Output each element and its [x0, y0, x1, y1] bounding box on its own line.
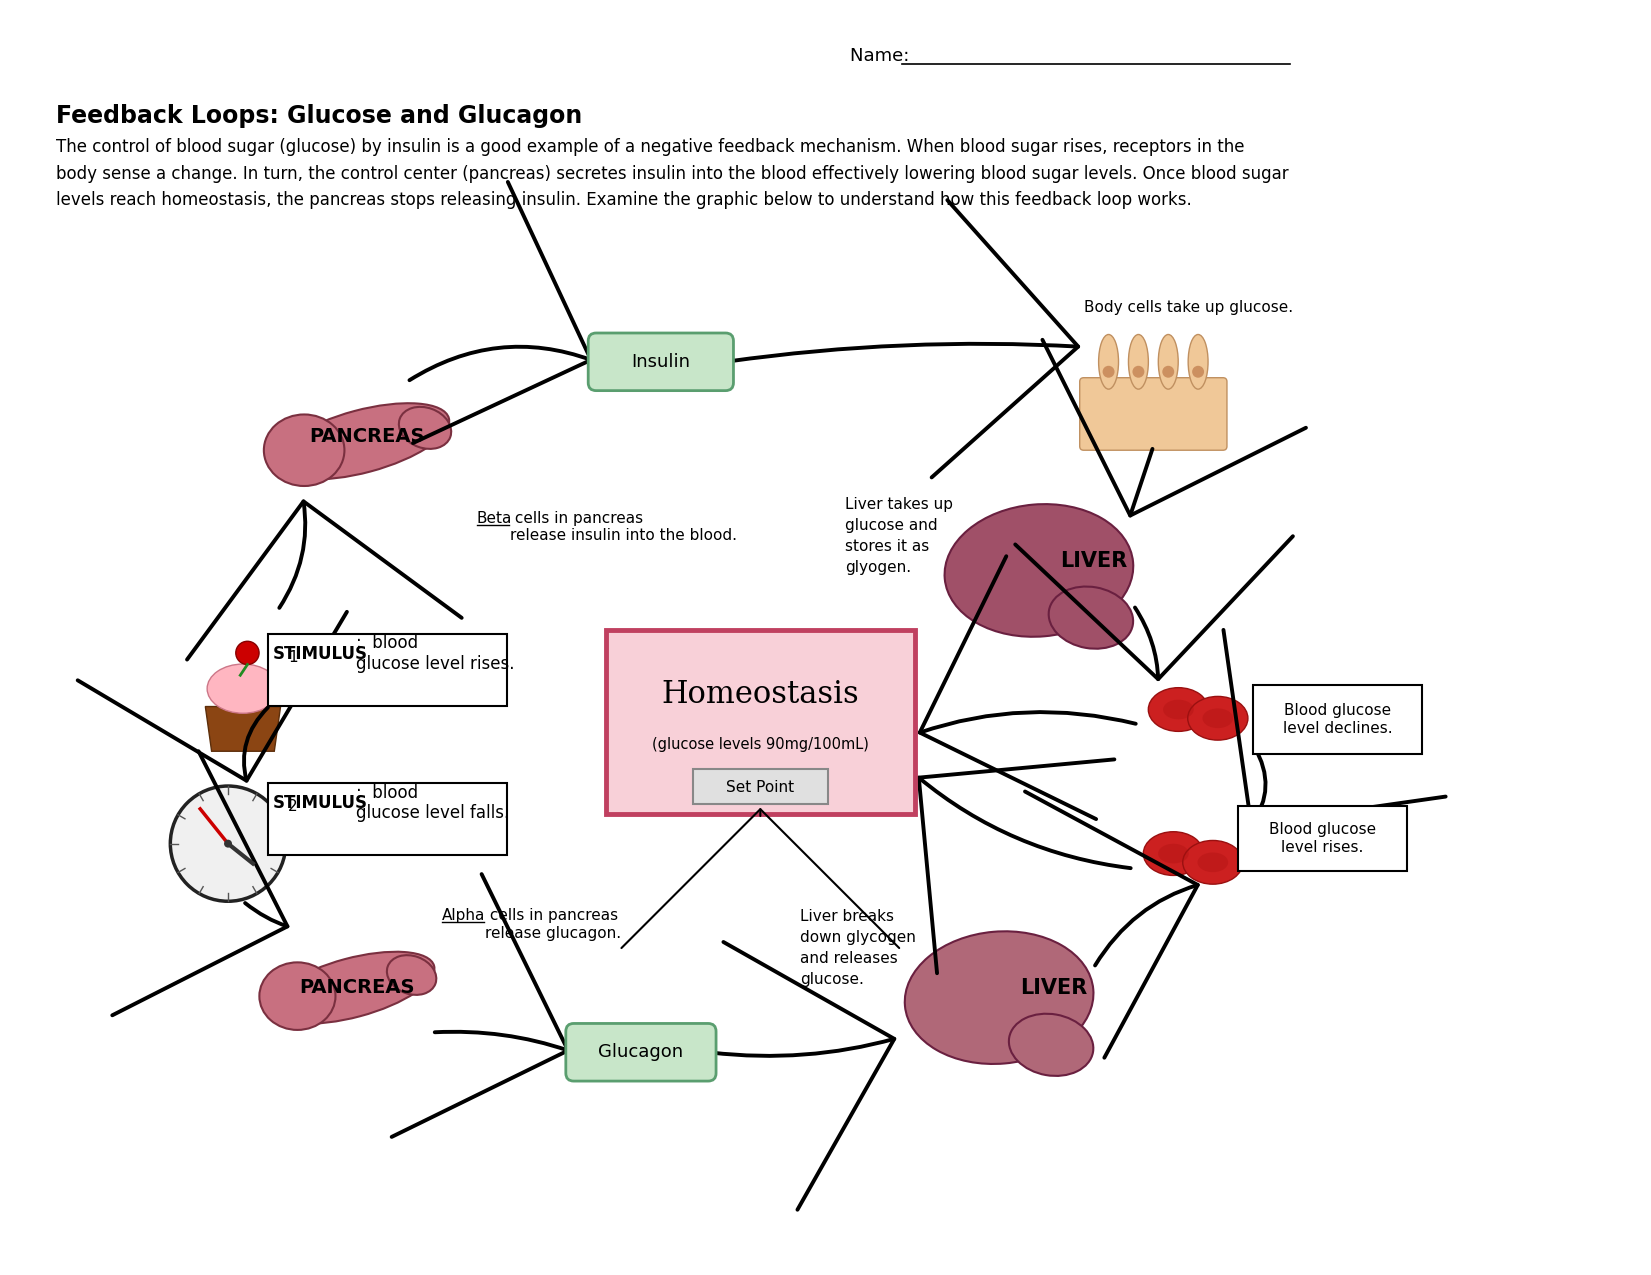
- FancyBboxPatch shape: [588, 333, 733, 390]
- Ellipse shape: [1202, 709, 1233, 728]
- Text: Set Point: Set Point: [726, 779, 794, 794]
- Ellipse shape: [1162, 700, 1194, 719]
- Circle shape: [1103, 366, 1114, 377]
- FancyBboxPatch shape: [1253, 685, 1422, 755]
- Text: Liver takes up
glucose and
stores it as
glyogen.: Liver takes up glucose and stores it as …: [845, 497, 953, 575]
- Polygon shape: [205, 706, 281, 751]
- FancyBboxPatch shape: [1080, 377, 1227, 450]
- Ellipse shape: [1048, 586, 1133, 649]
- FancyBboxPatch shape: [566, 1024, 717, 1081]
- Ellipse shape: [264, 414, 345, 486]
- Text: Blood glucose
level declines.: Blood glucose level declines.: [1283, 704, 1392, 736]
- Ellipse shape: [1189, 334, 1209, 389]
- FancyBboxPatch shape: [606, 630, 915, 813]
- Text: Glucagon: Glucagon: [598, 1043, 684, 1061]
- Circle shape: [1162, 366, 1174, 377]
- Ellipse shape: [206, 664, 279, 713]
- FancyBboxPatch shape: [267, 634, 507, 705]
- Circle shape: [170, 785, 286, 901]
- Ellipse shape: [1159, 334, 1179, 389]
- FancyBboxPatch shape: [267, 783, 507, 854]
- Text: :  blood
glucose level rises.: : blood glucose level rises.: [357, 635, 515, 673]
- Ellipse shape: [1197, 853, 1228, 872]
- Text: PANCREAS: PANCREAS: [299, 978, 414, 997]
- Ellipse shape: [400, 407, 451, 449]
- Text: Liver breaks
down glycogen
and releases
glucose.: Liver breaks down glycogen and releases …: [801, 909, 916, 987]
- Circle shape: [1133, 366, 1144, 377]
- Ellipse shape: [259, 963, 335, 1030]
- Ellipse shape: [276, 403, 449, 479]
- Circle shape: [225, 840, 233, 848]
- Ellipse shape: [1098, 334, 1118, 389]
- Text: STIMULUS: STIMULUS: [272, 794, 368, 812]
- Circle shape: [236, 641, 259, 664]
- Text: (glucose levels 90mg/100mL): (glucose levels 90mg/100mL): [652, 737, 868, 752]
- Text: The control of blood sugar (glucose) by insulin is a good example of a negative : The control of blood sugar (glucose) by …: [56, 138, 1288, 209]
- Text: 2: 2: [287, 799, 297, 815]
- Ellipse shape: [1182, 840, 1243, 884]
- Text: Name:: Name:: [850, 47, 915, 65]
- Ellipse shape: [1129, 334, 1149, 389]
- Text: cells in pancreas
release glucagon.: cells in pancreas release glucagon.: [485, 908, 621, 941]
- FancyBboxPatch shape: [693, 769, 829, 805]
- Text: Beta: Beta: [477, 511, 512, 525]
- Ellipse shape: [1187, 696, 1248, 740]
- Text: cells in pancreas
release insulin into the blood.: cells in pancreas release insulin into t…: [510, 511, 736, 543]
- Circle shape: [271, 636, 315, 680]
- Ellipse shape: [271, 951, 434, 1024]
- Text: Homeostasis: Homeostasis: [662, 680, 859, 710]
- Text: PANCREAS: PANCREAS: [310, 427, 424, 446]
- FancyBboxPatch shape: [1238, 806, 1407, 871]
- Text: LIVER: LIVER: [1060, 551, 1128, 570]
- Ellipse shape: [386, 955, 436, 994]
- Text: Feedback Loops: Glucose and Glucagon: Feedback Loops: Glucose and Glucagon: [56, 103, 583, 128]
- Ellipse shape: [1149, 687, 1209, 732]
- Text: Body cells take up glucose.: Body cells take up glucose.: [1083, 300, 1293, 315]
- Ellipse shape: [1144, 831, 1204, 876]
- Text: 1: 1: [287, 650, 297, 666]
- Ellipse shape: [905, 931, 1093, 1063]
- Ellipse shape: [944, 504, 1133, 636]
- Text: Insulin: Insulin: [631, 353, 690, 371]
- Text: Alpha: Alpha: [442, 908, 485, 923]
- Circle shape: [271, 785, 315, 829]
- Text: STIMULUS: STIMULUS: [272, 645, 368, 663]
- Text: :  blood
glucose level falls.: : blood glucose level falls.: [357, 784, 510, 822]
- Ellipse shape: [1157, 844, 1189, 863]
- Ellipse shape: [1009, 1014, 1093, 1076]
- Circle shape: [1192, 366, 1204, 377]
- Text: LIVER: LIVER: [1020, 978, 1088, 998]
- Text: Blood glucose
level rises.: Blood glucose level rises.: [1270, 822, 1375, 854]
